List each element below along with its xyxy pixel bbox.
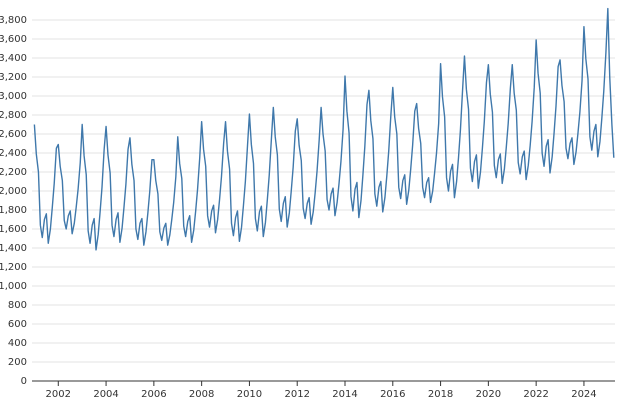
y-tick-label: 2,600 xyxy=(0,129,27,140)
y-tick-label: 1,800 xyxy=(0,205,27,216)
y-tick-label: 1,200 xyxy=(0,262,27,273)
y-tick-label: 2,800 xyxy=(0,110,27,121)
x-tick-label: 2016 xyxy=(380,389,405,400)
x-tick-label: 2022 xyxy=(523,389,548,400)
y-tick-label: 2,000 xyxy=(0,186,27,197)
x-tick-label: 2006 xyxy=(141,389,166,400)
x-tick-label: 2010 xyxy=(237,389,262,400)
y-tick-label: 2,400 xyxy=(0,148,27,159)
x-tick-label: 2020 xyxy=(476,389,501,400)
x-tick-label: 2004 xyxy=(93,389,118,400)
data-line xyxy=(33,7,615,251)
y-tick-label: 0 xyxy=(21,376,27,387)
y-tick-label: 1,600 xyxy=(0,224,27,235)
x-tick-label: 2012 xyxy=(284,389,309,400)
x-tick-label: 2018 xyxy=(428,389,453,400)
x-tick-label: 2024 xyxy=(571,389,596,400)
y-tick-label: 1,000 xyxy=(0,281,27,292)
y-tick-label: 2,200 xyxy=(0,167,27,178)
y-tick-label: 400 xyxy=(8,338,27,349)
y-tick-label: 200 xyxy=(8,357,27,368)
y-tick-label: 3,200 xyxy=(0,72,27,83)
y-tick-label: 3,600 xyxy=(0,34,27,45)
y-tick-label: 3,400 xyxy=(0,53,27,64)
y-tick-label: 600 xyxy=(8,319,27,330)
y-tick-label: 1,400 xyxy=(0,243,27,254)
x-tick-label: 2014 xyxy=(332,389,357,400)
x-tick-label: 2008 xyxy=(189,389,214,400)
y-tick-label: 800 xyxy=(8,300,27,311)
y-tick-label: 3,800 xyxy=(0,15,27,26)
x-tick-label: 2002 xyxy=(46,389,71,400)
y-tick-label: 3,000 xyxy=(0,91,27,102)
